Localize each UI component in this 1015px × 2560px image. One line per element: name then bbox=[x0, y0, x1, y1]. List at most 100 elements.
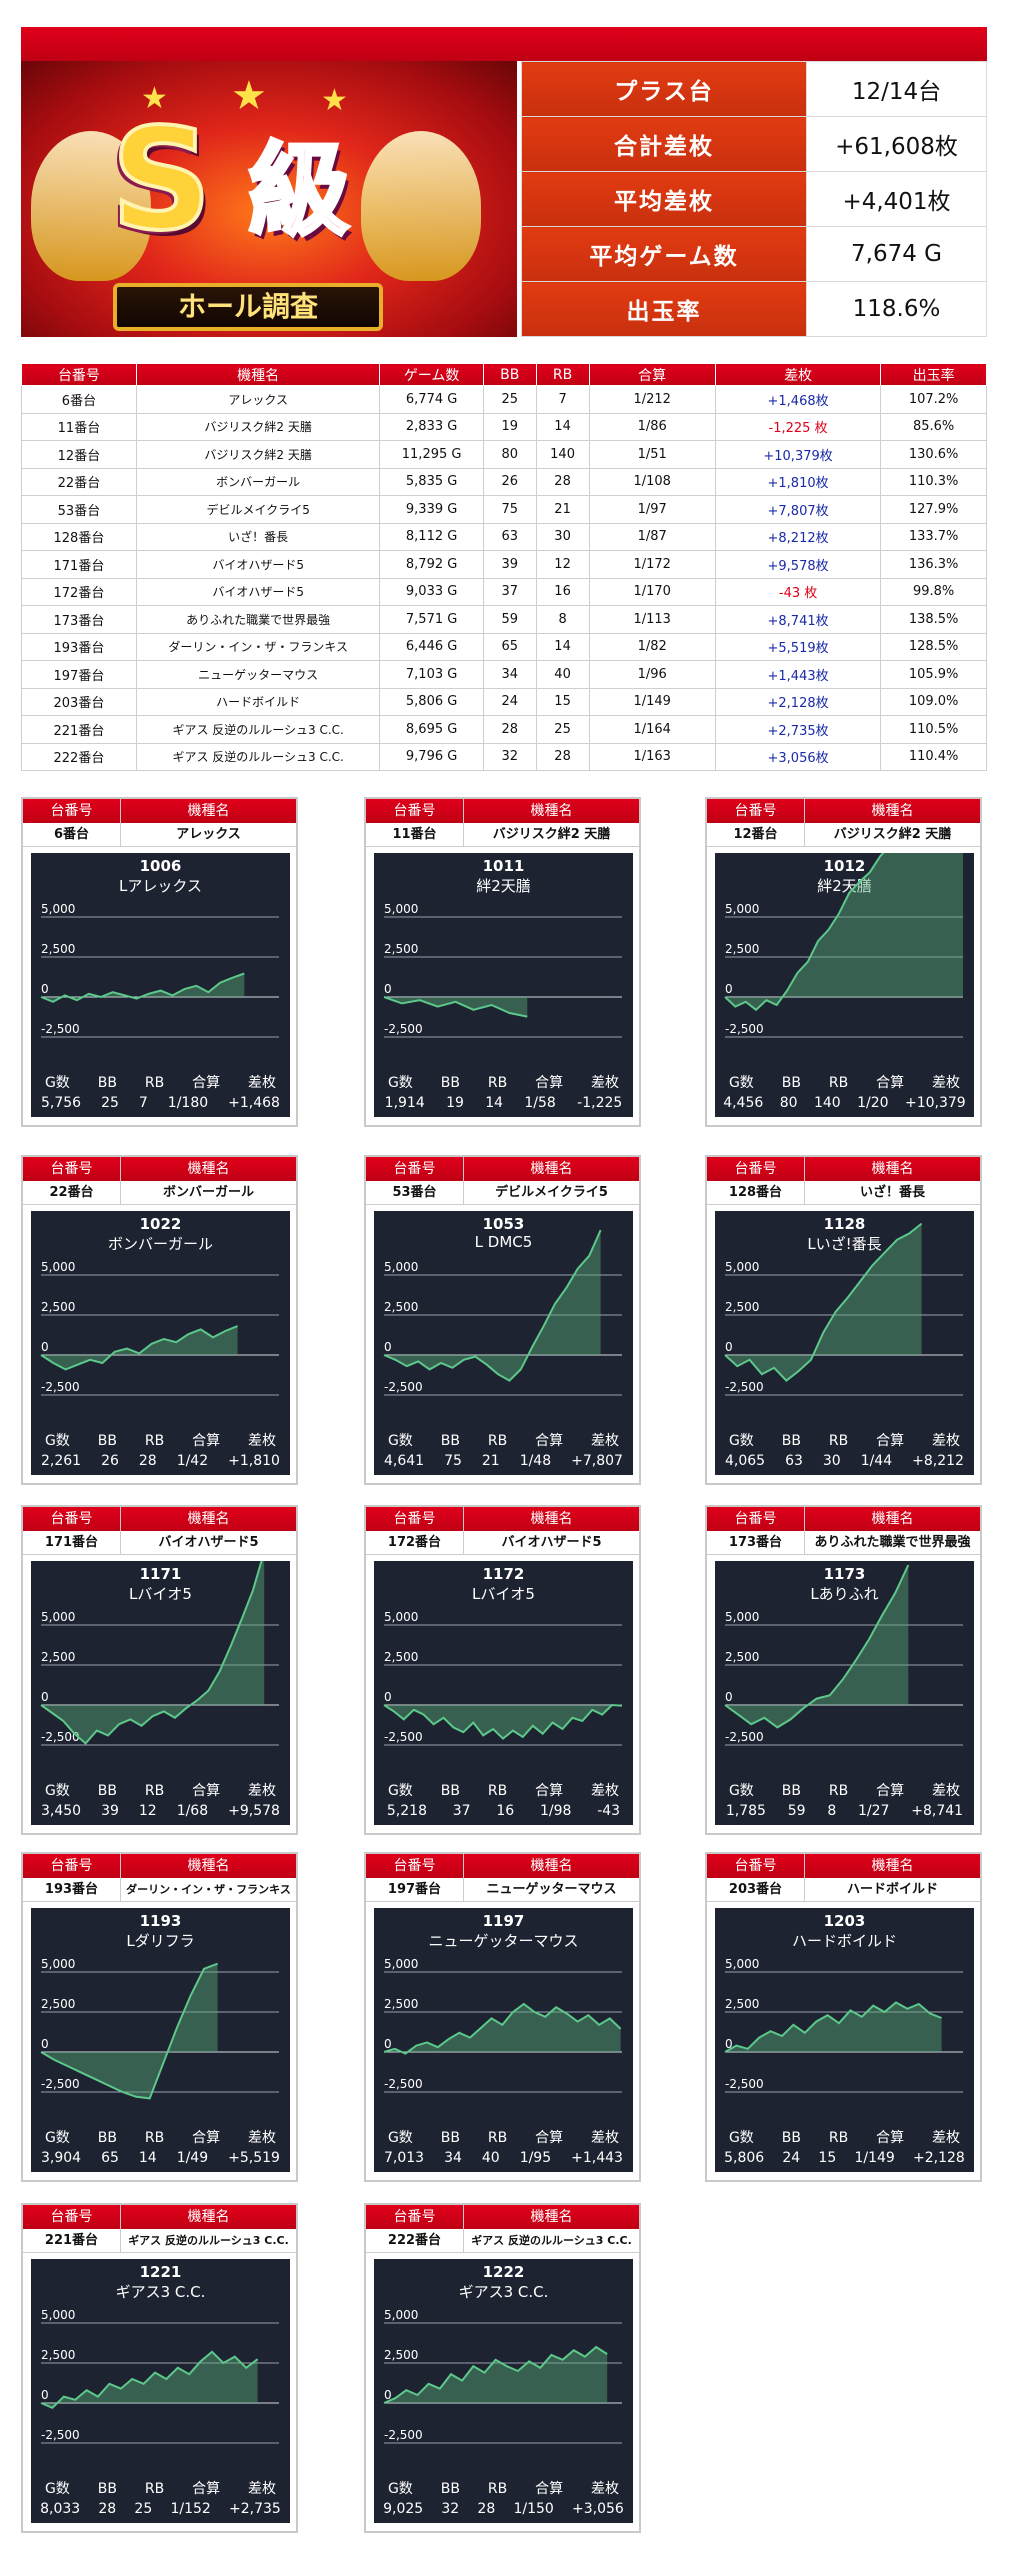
stat-label-rb: RB bbox=[144, 1783, 165, 1799]
table-cell: 1/108 bbox=[588, 467, 716, 496]
graph-machine-id: 1172 bbox=[482, 1565, 525, 1583]
card-header-model: 機種名 bbox=[530, 1511, 573, 1527]
slump-graph: 5,000 2,500 0 -2,500 bbox=[40, 1957, 279, 2100]
card-header: 台番号 機種名 bbox=[23, 1507, 296, 1531]
graph-stats: G数 BB RB 合算 差枚 1,914 19 14 1/58 -1,225 bbox=[374, 1073, 633, 1113]
y-tick-label: 2,500 bbox=[41, 1300, 75, 1314]
graph-panel: 1193 Lダリフラ 5,000 2,500 0 -2,500 G数 BB RB 合算… bbox=[31, 1908, 290, 2172]
graph-machine-short-name: L DMC5 bbox=[474, 1233, 533, 1251]
card-machine-no: 128番台 bbox=[707, 1181, 805, 1205]
stat-label-g: G数 bbox=[387, 1783, 413, 1799]
card-machine-no: 172番台 bbox=[366, 1531, 464, 1555]
table-cell: 14 bbox=[535, 632, 590, 661]
table-cell: +2,735枚 bbox=[714, 715, 882, 744]
stat-label-g: G数 bbox=[44, 2481, 70, 2497]
stat-label-g: G数 bbox=[44, 1075, 70, 1091]
card-header-no: 台番号 bbox=[23, 799, 121, 823]
slump-graph: 5,000 2,500 0 -2,500 bbox=[724, 853, 963, 1038]
stat-g: 5,806 bbox=[724, 2150, 765, 2166]
slump-graph: 5,000 2,500 0 -2,500 bbox=[383, 1957, 622, 2093]
table-cell: 2,833 G bbox=[379, 412, 484, 441]
column-header: 出玉率 bbox=[880, 363, 987, 386]
y-tick-label: -2,500 bbox=[384, 1380, 423, 1394]
y-tick-label: 5,000 bbox=[384, 1957, 418, 1971]
slump-graph: 5,000 2,500 0 -2,500 bbox=[724, 1957, 963, 2093]
table-cell: 21 bbox=[535, 495, 590, 524]
graph-machine-short-name: Lアレックス bbox=[119, 877, 202, 895]
card-machine-model: ギアス 反逆のルルーシュ3 C.C. bbox=[121, 2229, 296, 2253]
slump-area bbox=[725, 853, 963, 1010]
table-cell: 53番台 bbox=[21, 495, 137, 524]
stat-gs: 1/150 bbox=[513, 2501, 554, 2517]
summary-label: 出玉率 bbox=[521, 281, 807, 337]
slump-area bbox=[384, 2004, 621, 2054]
y-tick-label: 0 bbox=[384, 1340, 392, 1354]
machine-card: 台番号 機種名 128番台 いざ！番長 1128 Lいざ!番長 5,000 2,5… bbox=[705, 1155, 982, 1485]
stat-label-diff: 差枚 bbox=[248, 1075, 276, 1091]
table-cell: 1/163 bbox=[588, 742, 716, 771]
graph-stats: G数 BB RB 合算 差枚 7,013 34 40 1/95 +1,443 bbox=[374, 2128, 633, 2168]
stat-label-bb: BB bbox=[781, 2130, 801, 2146]
graph-machine-short-name: 絆2天膳 bbox=[817, 877, 872, 895]
card-header: 台番号 機種名 bbox=[23, 2205, 296, 2229]
stat-label-rb: RB bbox=[828, 2130, 849, 2146]
stat-label-diff: 差枚 bbox=[591, 1783, 619, 1799]
graph-panel: 1203 ハードボイルド 5,000 2,500 0 -2,500 G数 BB RB … bbox=[715, 1908, 974, 2172]
y-tick-label: 5,000 bbox=[41, 1957, 75, 1971]
summary-row: プラス台 12/14台 bbox=[521, 61, 987, 117]
s-letter: S bbox=[109, 99, 214, 262]
table-cell: 1/51 bbox=[588, 440, 716, 469]
table-row: 12番台 バジリスク絆2 天膳 11,295 G 80 140 1/51 +10,379枚 1… bbox=[21, 440, 987, 469]
stat-label-g: G数 bbox=[728, 1433, 754, 1449]
card-name-row: 173番台 ありふれた職業で世界最強 bbox=[707, 1531, 980, 1555]
card-name-row: 6番台 アレックス bbox=[23, 823, 296, 847]
graph-machine-id: 1193 bbox=[139, 1912, 182, 1930]
y-tick-label: 0 bbox=[41, 1690, 49, 1704]
card-name-row: 172番台 バイオハザード5 bbox=[366, 1531, 639, 1555]
summary-label: 平均ゲーム数 bbox=[521, 226, 807, 282]
table-cell: -43 枚 bbox=[714, 577, 882, 606]
graph-machine-short-name: 絆2天膳 bbox=[476, 877, 531, 895]
table-cell: 75 bbox=[482, 495, 537, 524]
table-cell: 1/97 bbox=[588, 495, 716, 524]
table-cell: 1/86 bbox=[588, 412, 716, 441]
stat-diff: +7,807 bbox=[571, 1453, 623, 1469]
summary-row: 出玉率 118.6% bbox=[521, 281, 987, 337]
table-cell: +7,807枚 bbox=[714, 495, 882, 524]
stat-label-gs: 合算 bbox=[192, 1433, 221, 1449]
table-cell: 222番台 bbox=[21, 742, 137, 771]
graph-machine-id: 1006 bbox=[139, 857, 182, 875]
stat-diff: +2,735 bbox=[229, 2501, 281, 2517]
y-tick-label: 0 bbox=[41, 982, 49, 996]
stat-bb: 63 bbox=[785, 1453, 803, 1469]
card-name-row: 22番台 ボンバーガール bbox=[23, 1181, 296, 1205]
card-header: 台番号 機種名 bbox=[23, 1854, 296, 1878]
y-tick-label: 2,500 bbox=[725, 1997, 759, 2011]
card-header-no: 台番号 bbox=[23, 1854, 121, 1878]
table-cell: 65 bbox=[482, 632, 537, 661]
table-cell: 5,835 G bbox=[379, 467, 484, 496]
stat-label-gs: 合算 bbox=[535, 1433, 564, 1449]
table-cell: 1/87 bbox=[588, 522, 716, 551]
slump-graph: 5,000 2,500 0 -2,500 bbox=[724, 1564, 963, 1746]
stat-label-diff: 差枚 bbox=[591, 2130, 619, 2146]
star-icon: ★ bbox=[141, 81, 168, 116]
table-cell: 39 bbox=[482, 550, 537, 579]
stat-gs: 1/68 bbox=[176, 1803, 209, 1819]
stat-label-diff: 差枚 bbox=[932, 1075, 960, 1091]
summary-label: 平均差枚 bbox=[521, 171, 807, 227]
card-header-model: 機種名 bbox=[530, 1161, 573, 1177]
slump-line bbox=[383, 1229, 602, 1382]
graph-machine-id: 1173 bbox=[823, 1565, 866, 1583]
slump-line bbox=[724, 2001, 942, 2053]
y-tick-label: -2,500 bbox=[725, 1380, 764, 1394]
y-tick-label: -2,500 bbox=[41, 1380, 80, 1394]
star-icon: ★ bbox=[321, 83, 348, 118]
card-header-no: 台番号 bbox=[707, 1157, 805, 1181]
card-machine-model: ニューゲッターマウス bbox=[464, 1878, 639, 1902]
table-row: 221番台 ギアス 反逆のルルーシュ3 C.C. 8,695 G 28 25 1/164 +… bbox=[21, 715, 987, 744]
stat-label-g: G数 bbox=[728, 2130, 754, 2146]
card-header-no: 台番号 bbox=[366, 1157, 464, 1181]
table-cell: 130.6% bbox=[880, 440, 987, 469]
stat-label-rb: RB bbox=[487, 1783, 508, 1799]
